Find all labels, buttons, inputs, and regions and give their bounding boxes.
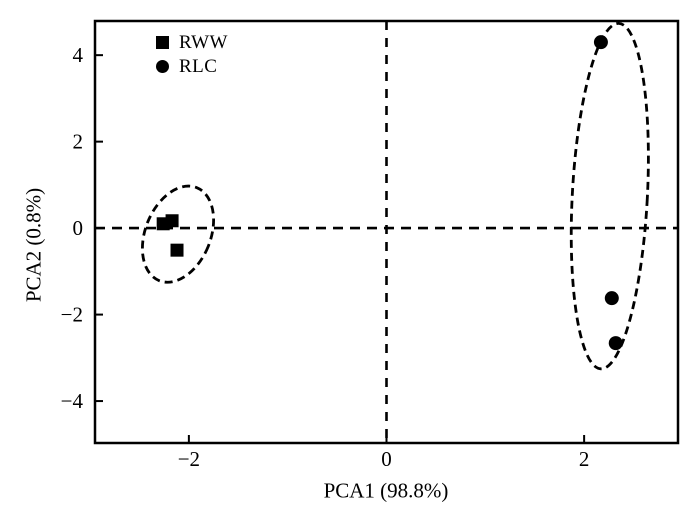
data-point-square-rww [165,214,179,228]
y-tick-label: 2 [73,130,84,154]
y-tick-label: −4 [61,389,84,413]
data-point-circle-rlc [608,336,623,351]
legend: RWW RLC [156,30,228,78]
data-point-square-rww [170,243,184,257]
legend-label-rlc: RLC [179,55,218,77]
y-tick-label: 0 [73,216,84,240]
data-point-circle-rlc [604,291,619,306]
cluster-ellipse-rww [141,184,215,284]
x-tick-label: 2 [579,447,590,471]
legend-label-rww: RWW [179,31,228,53]
cluster-ellipse-rlc [569,21,650,371]
y-axis-title: PCA2 (0.8%) [21,187,46,303]
x-tick-label: −2 [178,447,200,471]
y-tick-label: 4 [73,43,84,67]
y-tick-label: −2 [61,303,83,327]
data-point-circle-rlc [593,35,608,50]
circle-marker-icon [156,59,169,73]
x-axis-title: PCA1 (98.8%) [323,478,449,503]
square-marker-icon [156,35,169,49]
legend-item-rlc: RLC [156,54,228,78]
x-tick-label: 0 [381,447,392,471]
plot-border [93,19,680,445]
legend-item-rww: RWW [156,30,228,54]
